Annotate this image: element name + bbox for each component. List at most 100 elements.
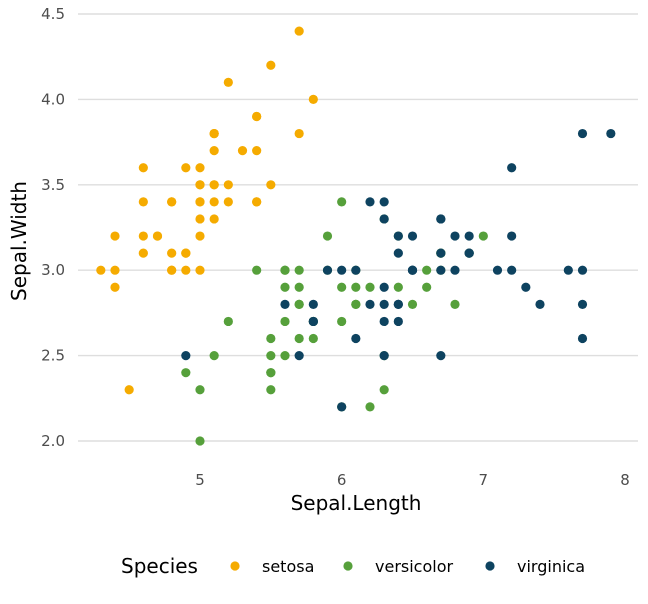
- point-setosa: [195, 163, 205, 173]
- point-setosa: [124, 385, 134, 395]
- point-versicolor: [308, 333, 318, 344]
- y-tick-label: 2.5: [41, 347, 65, 365]
- point-versicolor: [181, 368, 191, 378]
- x-tick-label: 6: [337, 471, 347, 489]
- point-setosa: [138, 163, 148, 173]
- point-setosa: [223, 197, 233, 207]
- point-versicolor: [450, 299, 460, 309]
- legend-label-virginica: virginica: [517, 557, 585, 576]
- point-setosa: [181, 163, 191, 173]
- point-setosa: [209, 197, 219, 207]
- point-setosa: [110, 282, 120, 292]
- point-setosa: [181, 265, 191, 275]
- point-setosa: [252, 197, 262, 207]
- point-virginica: [577, 299, 588, 309]
- point-virginica: [351, 333, 361, 344]
- point-versicolor: [280, 282, 290, 292]
- point-versicolor: [252, 265, 262, 275]
- legend-key-setosa: [230, 561, 240, 571]
- x-tick-label: 8: [620, 471, 630, 489]
- point-virginica: [379, 299, 389, 309]
- point-virginica: [294, 351, 304, 361]
- point-versicolor: [195, 436, 205, 446]
- point-setosa: [138, 248, 148, 258]
- y-tick-label: 3.0: [41, 261, 65, 279]
- point-virginica: [464, 248, 474, 258]
- point-virginica: [365, 197, 375, 207]
- y-tick-label: 2.0: [41, 432, 65, 450]
- point-setosa: [110, 231, 120, 241]
- x-tick-label: 7: [479, 471, 489, 489]
- y-tick-label: 4.5: [41, 5, 65, 23]
- y-axis-tick-labels: 2.0 2.5 3.0 3.5 4.0 4.5: [41, 5, 65, 450]
- point-virginica: [379, 197, 389, 207]
- point-setosa: [209, 146, 219, 156]
- point-virginica: [407, 265, 418, 275]
- legend-key-versicolor: [343, 561, 353, 571]
- point-versicolor: [365, 402, 375, 412]
- point-virginica: [308, 299, 318, 309]
- point-setosa: [167, 265, 177, 275]
- point-versicolor: [280, 351, 290, 361]
- point-setosa: [209, 128, 219, 139]
- point-setosa: [195, 231, 205, 241]
- point-versicolor: [379, 385, 389, 395]
- point-versicolor: [266, 368, 276, 378]
- point-virginica: [379, 282, 389, 292]
- point-virginica: [379, 214, 389, 224]
- point-setosa: [167, 248, 177, 258]
- point-setosa: [266, 180, 276, 190]
- point-virginica: [407, 231, 418, 241]
- point-versicolor: [294, 333, 304, 344]
- point-setosa: [252, 111, 262, 122]
- point-setosa: [195, 197, 205, 207]
- point-virginica: [337, 265, 347, 275]
- point-virginica: [450, 231, 460, 241]
- point-setosa: [209, 180, 219, 190]
- point-versicolor: [195, 385, 205, 395]
- point-virginica: [507, 265, 517, 275]
- point-virginica: [280, 299, 290, 309]
- point-virginica: [351, 265, 361, 275]
- point-virginica: [393, 231, 403, 241]
- legend: Species setosa versicolor virginica: [121, 554, 585, 578]
- point-setosa: [308, 94, 318, 104]
- point-virginica: [436, 248, 446, 258]
- point-setosa: [266, 60, 276, 70]
- point-setosa: [252, 146, 262, 156]
- point-versicolor: [266, 351, 276, 361]
- point-versicolor: [478, 231, 488, 241]
- point-virginica: [436, 214, 446, 224]
- point-virginica: [393, 248, 403, 258]
- point-virginica: [577, 333, 588, 344]
- point-versicolor: [280, 316, 290, 327]
- point-virginica: [337, 402, 347, 412]
- x-axis-title: Sepal.Length: [291, 491, 422, 515]
- point-virginica: [436, 351, 446, 361]
- point-virginica: [464, 231, 474, 241]
- point-virginica: [577, 265, 588, 275]
- point-setosa: [223, 180, 233, 190]
- point-setosa: [167, 197, 177, 207]
- point-virginica: [308, 316, 318, 327]
- point-setosa: [209, 214, 219, 224]
- legend-title: Species: [121, 554, 198, 578]
- point-virginica: [507, 231, 517, 241]
- point-versicolor: [280, 265, 290, 275]
- point-virginica: [535, 299, 545, 309]
- point-versicolor: [365, 282, 375, 292]
- x-axis-tick-labels: 5 6 7 8: [195, 471, 630, 489]
- point-setosa: [181, 248, 191, 258]
- point-virginica: [563, 265, 573, 275]
- point-virginica: [393, 299, 403, 309]
- point-versicolor: [266, 385, 276, 395]
- x-tick-label: 5: [195, 471, 205, 489]
- point-versicolor: [393, 282, 403, 292]
- point-setosa: [195, 180, 205, 190]
- point-versicolor: [407, 299, 418, 309]
- point-versicolor: [294, 282, 304, 292]
- y-tick-label: 4.0: [41, 90, 65, 108]
- legend-key-virginica: [485, 561, 495, 571]
- point-virginica: [577, 128, 588, 139]
